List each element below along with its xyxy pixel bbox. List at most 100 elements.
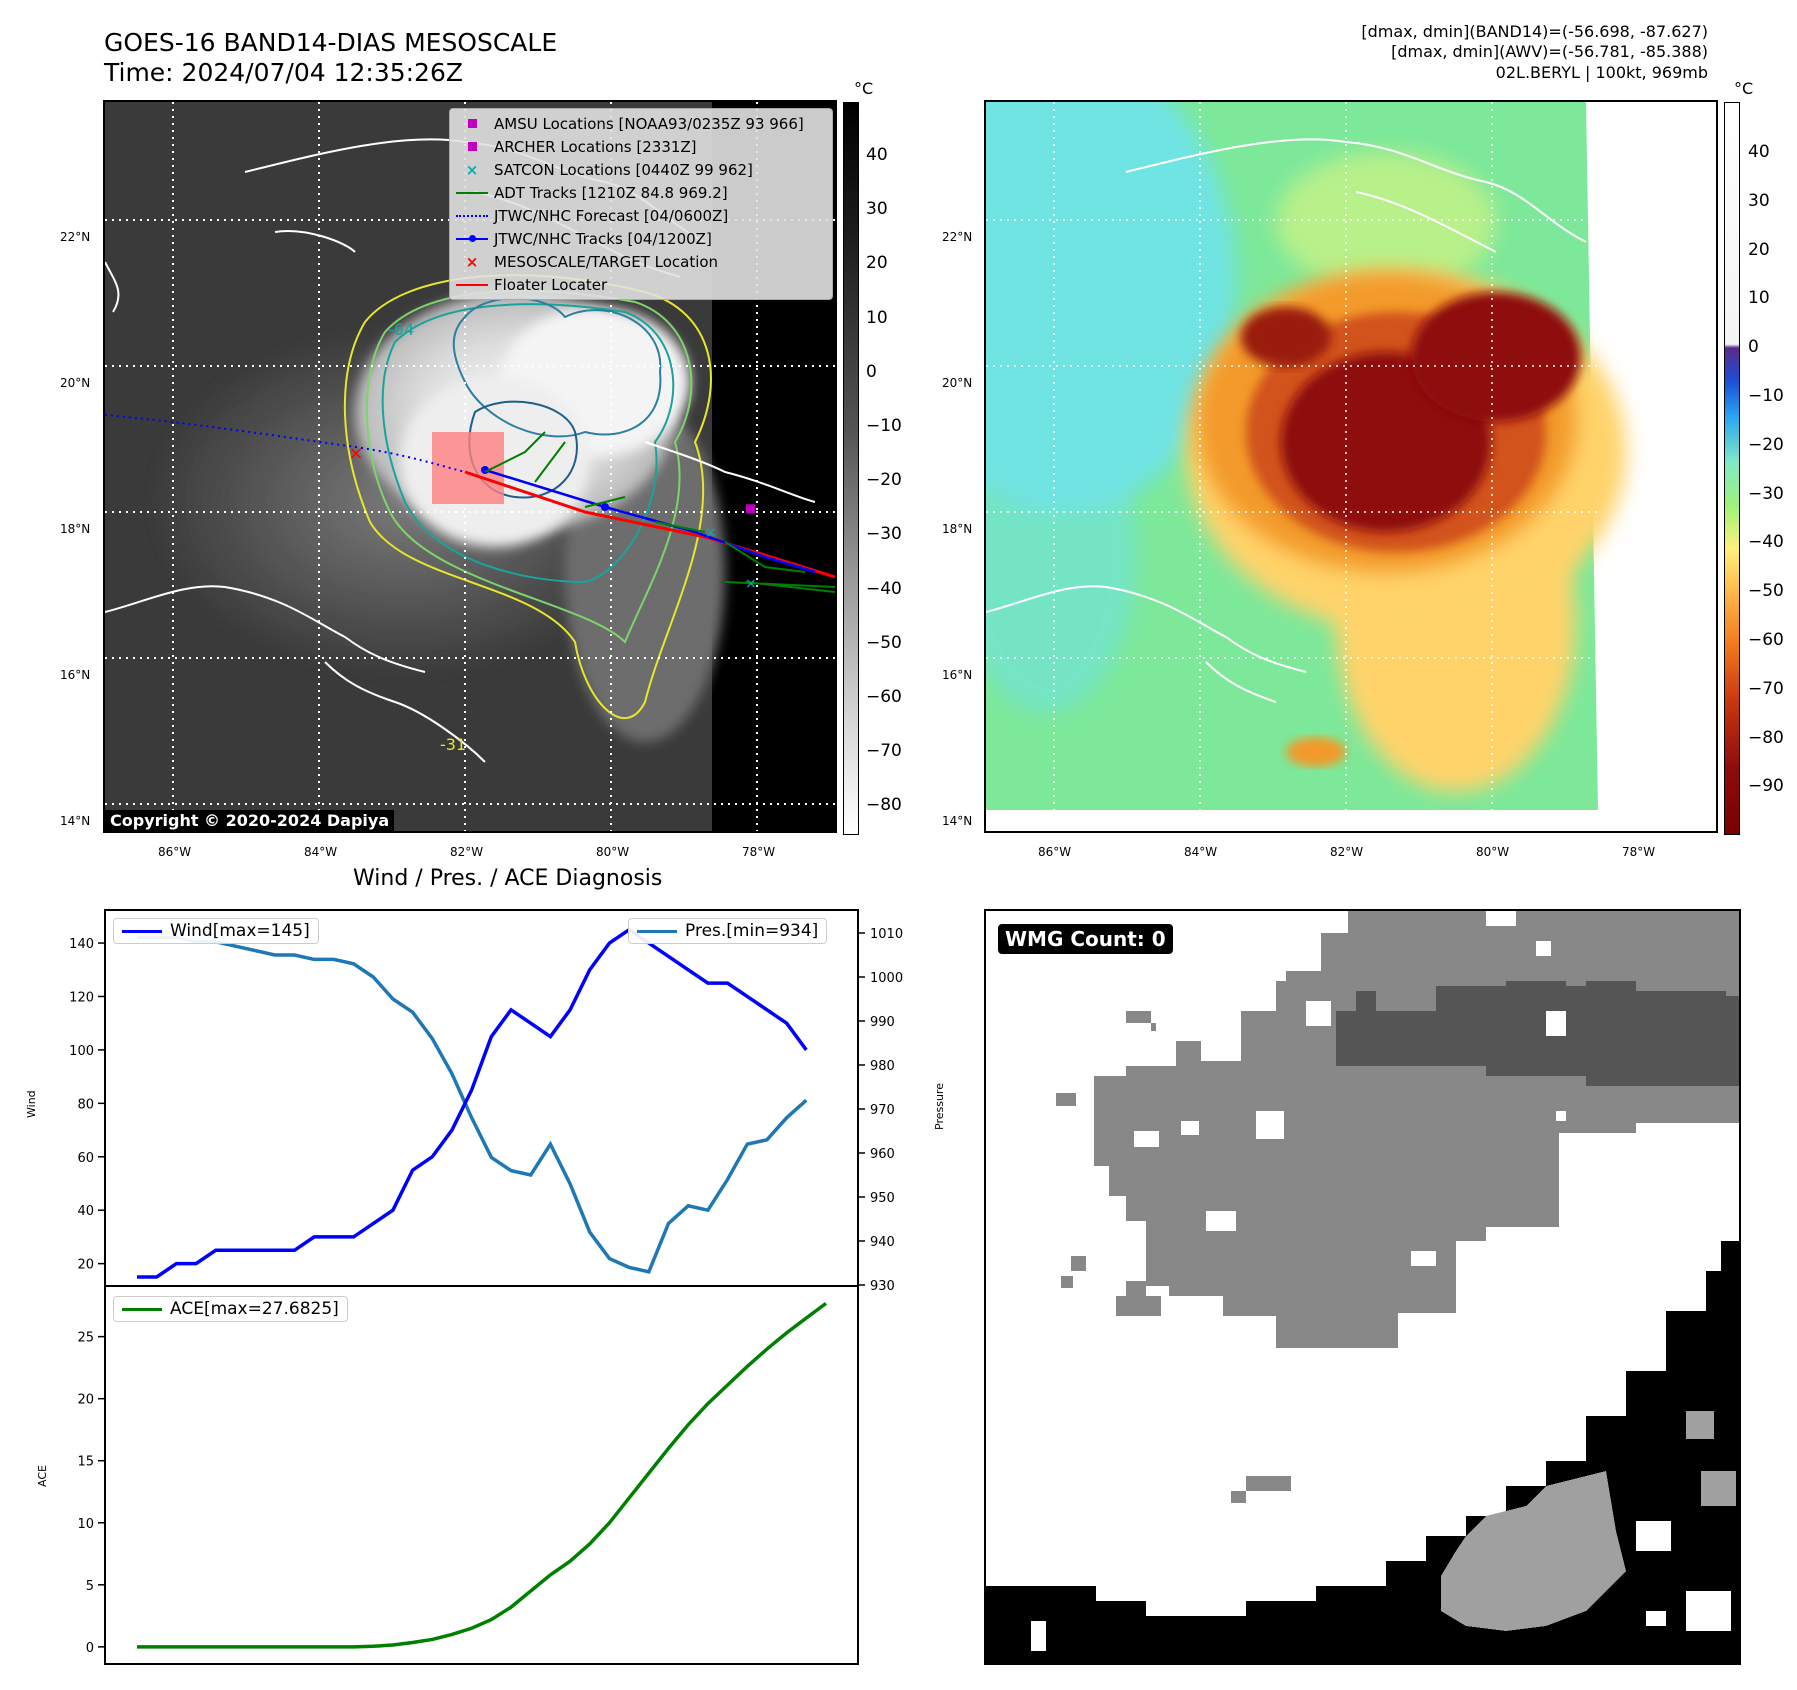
legend-symbol bbox=[450, 234, 494, 242]
wind-legend-label: Wind[max=145] bbox=[170, 921, 310, 941]
awv-map-image bbox=[986, 102, 1716, 831]
lon-label: 84°W bbox=[1184, 845, 1218, 859]
map-legend-item: × SATCON Locations [0440Z 99 962] bbox=[450, 158, 832, 181]
lon-label: 78°W bbox=[1622, 845, 1656, 859]
wind-tick-label: 120 bbox=[69, 990, 94, 1005]
lat-label: 18°N bbox=[942, 522, 973, 536]
contour-label-31: -31 bbox=[440, 735, 466, 754]
legend-symbol: × bbox=[465, 160, 479, 179]
info-band14: [dmax, dmin](BAND14)=(-56.698, -87.627) bbox=[1361, 22, 1708, 41]
info-storm: 02L.BERYL | 100kt, 969mb bbox=[1495, 63, 1708, 82]
map-legend-item: × MESOSCALE/TARGET Location bbox=[450, 250, 832, 273]
wind-tick-label: 40 bbox=[77, 1204, 94, 1219]
ace-legend-line bbox=[122, 1307, 162, 1311]
colorbar-tick-label: 10 bbox=[866, 307, 888, 328]
svg-text:■: ■ bbox=[745, 501, 756, 515]
pressure-tick-label: 970 bbox=[870, 1103, 895, 1118]
wind-tick-label: 60 bbox=[77, 1151, 94, 1166]
pressure-legend-label: Pres.[min=934] bbox=[685, 921, 819, 941]
pressure-line bbox=[137, 935, 808, 1274]
right-colorbar-unit: °C bbox=[1734, 79, 1754, 98]
ace-legend: ACE[max=27.6825] bbox=[113, 1296, 348, 1322]
legend-label: Floater Locater bbox=[494, 275, 608, 294]
colorbar-tick-label: 40 bbox=[1748, 142, 1770, 162]
legend-label: ARCHER Locations [2331Z] bbox=[494, 137, 697, 156]
map-legend: AMSU Locations [NOAA93/0235Z 93 966] ARCH… bbox=[449, 108, 833, 300]
lon-label: 86°W bbox=[158, 845, 192, 859]
lat-label: 22°N bbox=[60, 230, 91, 244]
colorbar-tick-label: 20 bbox=[866, 253, 888, 274]
map-legend-item: JTWC/NHC Tracks [04/1200Z] bbox=[450, 227, 832, 250]
lon-label: 82°W bbox=[1330, 845, 1364, 859]
ir-map-panel: × ■ × × -64 -31 Copyright © 2020-2024 Da… bbox=[103, 100, 837, 833]
lon-label: 82°W bbox=[450, 845, 484, 859]
wind-axis-label: Wind bbox=[25, 1090, 38, 1118]
legend-label: ADT Tracks [1210Z 84.8 969.2] bbox=[494, 183, 728, 202]
colorbar-tick-label: −90 bbox=[1748, 776, 1784, 797]
ace-line bbox=[137, 1301, 828, 1649]
colorbar-tick-label: −40 bbox=[866, 578, 902, 599]
legend-label: AMSU Locations [NOAA93/0235Z 93 966] bbox=[494, 114, 804, 133]
right-colorbar bbox=[1724, 102, 1740, 835]
pressure-axis-label: Pressure bbox=[933, 1083, 946, 1130]
lon-label: 80°W bbox=[596, 845, 630, 859]
pressure-legend-line bbox=[637, 929, 677, 933]
colorbar-tick-label: −30 bbox=[1748, 483, 1784, 504]
colorbar-tick-label: −40 bbox=[1748, 532, 1784, 553]
colorbar-tick-label: −80 bbox=[1748, 727, 1784, 748]
legend-label: MESOSCALE/TARGET Location bbox=[494, 252, 719, 271]
contour-label-64: -64 bbox=[388, 320, 414, 339]
wind-tick-label: 80 bbox=[77, 1097, 94, 1112]
lat-label: 16°N bbox=[942, 668, 973, 682]
lat-label: 16°N bbox=[60, 668, 91, 682]
pressure-tick-label: 930 bbox=[870, 1279, 895, 1294]
colorbar-tick-label: −20 bbox=[1748, 434, 1784, 455]
svg-text:×: × bbox=[348, 443, 363, 464]
lon-label: 84°W bbox=[304, 845, 338, 859]
colorbar-tick-label: −80 bbox=[866, 795, 902, 816]
colorbar-tick-label: 30 bbox=[1748, 190, 1770, 211]
awv-map-panel bbox=[984, 100, 1718, 833]
colorbar-tick-label: −10 bbox=[866, 416, 902, 436]
lat-label: 14°N bbox=[60, 814, 91, 828]
legend-symbol bbox=[450, 119, 494, 128]
colorbar-tick-label: 0 bbox=[1748, 337, 1759, 358]
wmg-image bbox=[986, 911, 1739, 1663]
colorbar-tick-label: −20 bbox=[866, 470, 902, 491]
wind-tick-label: 140 bbox=[69, 937, 94, 952]
lat-label: 14°N bbox=[942, 814, 973, 828]
colorbar-tick-label: −60 bbox=[866, 687, 902, 707]
svg-text:×: × bbox=[705, 525, 717, 541]
pressure-tick-label: 960 bbox=[870, 1147, 895, 1162]
ace-tick-label: 15 bbox=[77, 1455, 94, 1470]
colorbar-tick-label: −50 bbox=[866, 632, 902, 653]
legend-symbol bbox=[450, 214, 494, 217]
wmg-count-badge: WMG Count: 0 bbox=[998, 924, 1173, 954]
left-colorbar-unit: °C bbox=[854, 79, 874, 98]
ace-panel bbox=[104, 1285, 859, 1665]
colorbar-tick-label: −70 bbox=[866, 741, 902, 762]
colorbar-tick-label: 10 bbox=[1748, 288, 1770, 309]
map-legend-item: AMSU Locations [NOAA93/0235Z 93 966] bbox=[450, 112, 832, 135]
lon-label: 78°W bbox=[742, 845, 776, 859]
colorbar-tick-label: −10 bbox=[1748, 386, 1784, 406]
colorbar-tick-label: 40 bbox=[866, 145, 888, 165]
legend-symbol bbox=[450, 191, 494, 194]
legend-label: SATCON Locations [0440Z 99 962] bbox=[494, 160, 753, 179]
wind-legend: Wind[max=145] bbox=[113, 918, 319, 944]
wmg-panel: WMG Count: 0 bbox=[984, 909, 1741, 1665]
diagnosis-title: Wind / Pres. / ACE Diagnosis bbox=[353, 866, 663, 891]
map-legend-item: ADT Tracks [1210Z 84.8 969.2] bbox=[450, 181, 832, 204]
lon-label: 86°W bbox=[1038, 845, 1072, 859]
lat-label: 18°N bbox=[60, 522, 91, 536]
colorbar-tick-label: −50 bbox=[1748, 581, 1784, 602]
pressure-tick-label: 950 bbox=[870, 1191, 895, 1206]
lat-label: 20°N bbox=[942, 376, 973, 390]
pressure-tick-label: 1000 bbox=[870, 971, 903, 986]
lat-label: 20°N bbox=[60, 376, 91, 390]
ace-tick-label: 20 bbox=[77, 1393, 94, 1408]
legend-label: JTWC/NHC Tracks [04/1200Z] bbox=[494, 229, 712, 248]
map-legend-item: ARCHER Locations [2331Z] bbox=[450, 135, 832, 158]
ace-tick-label: 5 bbox=[86, 1579, 94, 1594]
